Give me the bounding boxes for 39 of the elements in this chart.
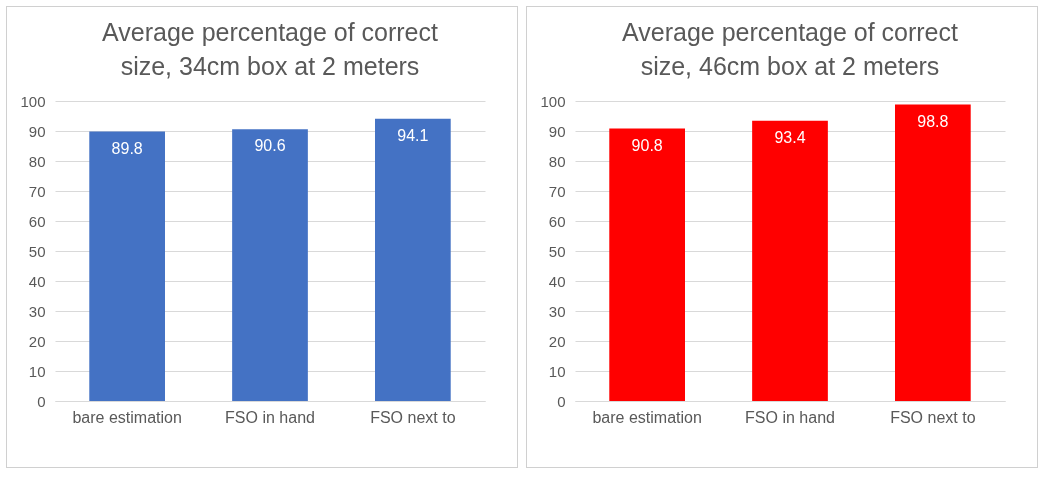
y-tick-label: 90 — [28, 122, 46, 140]
bar — [895, 104, 971, 401]
y-tick-label: 20 — [548, 332, 566, 350]
y-tick-label: 100 — [20, 92, 46, 110]
x-tick-label: FSO next to — [890, 408, 976, 426]
y-tick-label: 20 — [28, 332, 46, 350]
y-tick-label: 50 — [28, 242, 46, 260]
x-tick-label: FSO in hand — [745, 408, 835, 426]
y-tick-label: 80 — [548, 152, 566, 170]
x-tick-label: FSO in hand — [225, 408, 315, 426]
x-tick-label: bare estimation — [592, 408, 702, 426]
y-tick-label: 100 — [540, 92, 566, 110]
y-tick-label: 60 — [548, 212, 566, 230]
y-tick-label: 0 — [37, 392, 46, 410]
y-tick-label: 70 — [548, 182, 566, 200]
data-label: 94.1 — [397, 126, 429, 144]
y-tick-label: 30 — [28, 302, 46, 320]
y-tick-label: 60 — [28, 212, 46, 230]
y-tick-label: 30 — [548, 302, 566, 320]
data-label: 98.8 — [917, 112, 949, 130]
y-tick-label: 70 — [28, 182, 46, 200]
bar — [609, 128, 685, 401]
x-tick-label: FSO next to — [370, 408, 456, 426]
data-label: 89.8 — [111, 139, 143, 157]
bar — [752, 120, 828, 401]
y-tick-label: 90 — [548, 122, 566, 140]
data-label: 93.4 — [774, 128, 806, 146]
y-tick-label: 10 — [548, 362, 566, 380]
data-label: 90.8 — [631, 136, 663, 154]
data-label: 90.6 — [254, 137, 286, 155]
y-tick-label: 40 — [28, 272, 46, 290]
chart-title: Average percentage of correct size, 34cm box at 2 meters — [102, 18, 438, 80]
y-tick-label: 40 — [548, 272, 566, 290]
y-tick-label: 50 — [548, 242, 566, 260]
y-tick-label: 80 — [28, 152, 46, 170]
chart-title: Average percentage of correct size, 46cm box at 2 meters — [622, 18, 958, 80]
y-tick-label: 10 — [28, 362, 46, 380]
y-tick-label: 0 — [557, 392, 566, 410]
x-tick-label: bare estimation — [72, 408, 182, 426]
